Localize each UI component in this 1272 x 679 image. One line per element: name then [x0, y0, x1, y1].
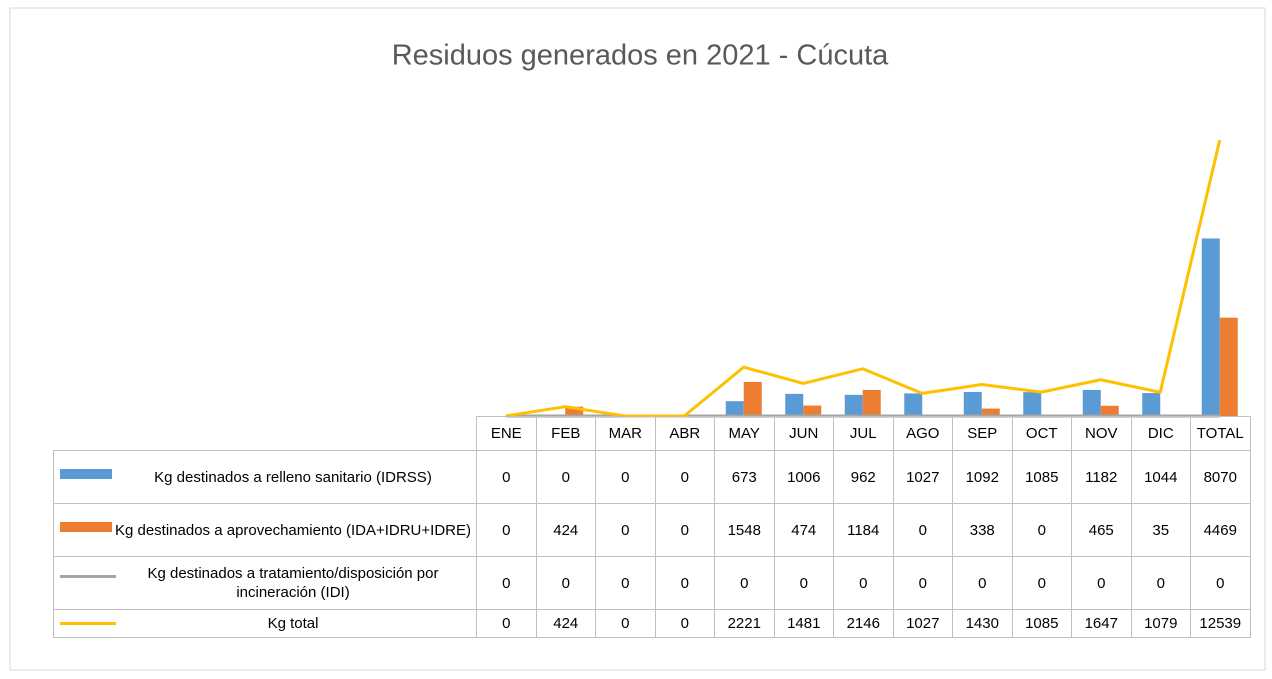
table-value: 8070	[1190, 450, 1251, 504]
bar	[1142, 393, 1161, 416]
table-value: 2221	[714, 609, 775, 638]
series-label: Kg destinados a relleno sanitario (IDRSS…	[53, 450, 477, 504]
column-header: AGO	[892, 416, 953, 451]
chart-title: Residuos generados en 2021 - Cúcuta	[392, 40, 889, 72]
column-header: TOTAL	[1190, 416, 1251, 451]
bar	[803, 405, 822, 416]
bar	[1100, 405, 1119, 416]
table-value: 0	[476, 556, 537, 610]
column-header: ENE	[476, 416, 537, 451]
table-value: 0	[892, 556, 953, 610]
column-header: NOV	[1071, 416, 1132, 451]
legend-label: Kg destinados a tratamiento/disposición …	[147, 565, 439, 601]
table-value: 0	[535, 450, 596, 504]
table-value: 1044	[1130, 450, 1191, 504]
table-value: 1092	[952, 450, 1013, 504]
table-value: 1182	[1071, 450, 1132, 504]
bar	[904, 393, 923, 416]
column-header: MAR	[595, 416, 656, 451]
bar	[963, 391, 982, 416]
bar	[725, 401, 744, 416]
column-header: JUN	[773, 416, 834, 451]
table-value: 1184	[833, 503, 894, 557]
bar	[565, 406, 584, 416]
column-header: ABR	[654, 416, 715, 451]
table-value: 0	[476, 609, 537, 638]
legend-label: Kg total	[267, 615, 319, 632]
legend-key	[60, 522, 112, 532]
table-value: 1006	[773, 450, 834, 504]
bar	[1219, 317, 1238, 416]
table-value: 1027	[892, 609, 953, 638]
table-value: 0	[654, 450, 715, 504]
table-value: 0	[476, 450, 537, 504]
table-value: 338	[952, 503, 1013, 557]
table-value: 1647	[1071, 609, 1132, 638]
table-value: 0	[535, 556, 596, 610]
table-value: 673	[714, 450, 775, 504]
bar	[743, 381, 762, 416]
table-value: 0	[595, 609, 656, 638]
table-value: 0	[1011, 556, 1072, 610]
table-value: 1481	[773, 609, 834, 638]
legend-key	[60, 575, 116, 578]
table-value: 0	[654, 556, 715, 610]
table-value: 1085	[1011, 609, 1072, 638]
table-value: 0	[892, 503, 953, 557]
legend-key	[60, 621, 116, 625]
bar	[862, 389, 881, 416]
table-value: 0	[654, 609, 715, 638]
table-value: 424	[535, 503, 596, 557]
table-value: 0	[595, 556, 656, 610]
legend-key	[60, 469, 112, 479]
series-label: Kg total	[53, 609, 477, 638]
table-value: 0	[833, 556, 894, 610]
bar	[1023, 392, 1042, 416]
table-value: 0	[1011, 503, 1072, 557]
column-header: DIC	[1130, 416, 1191, 451]
column-header: SEP	[952, 416, 1013, 451]
table-value: 0	[1190, 556, 1251, 610]
table-value: 0	[773, 556, 834, 610]
table-value: 1079	[1130, 609, 1191, 638]
table-value: 2146	[833, 609, 894, 638]
bar	[844, 394, 863, 416]
table-value: 1548	[714, 503, 775, 557]
column-header: OCT	[1011, 416, 1072, 451]
table-value: 12539	[1190, 609, 1251, 638]
table-value: 424	[535, 609, 596, 638]
table-value: 0	[654, 503, 715, 557]
table-value: 35	[1130, 503, 1191, 557]
table-value: 0	[1130, 556, 1191, 610]
column-header: MAY	[714, 416, 775, 451]
table-value: 465	[1071, 503, 1132, 557]
table-value: 0	[476, 503, 537, 557]
column-header: JUL	[833, 416, 894, 451]
bar	[981, 408, 1000, 416]
legend-label: Kg destinados a relleno sanitario (IDRSS…	[154, 468, 432, 486]
table-value: 0	[952, 556, 1013, 610]
table-value: 0	[714, 556, 775, 610]
table-value: 1085	[1011, 450, 1072, 504]
table-value: 474	[773, 503, 834, 557]
bar	[1082, 389, 1101, 416]
series-label: Kg destinados a aprovechamiento (IDA+IDR…	[53, 503, 477, 557]
bar	[1201, 238, 1220, 416]
table-value: 1430	[952, 609, 1013, 638]
table-value: 0	[1071, 556, 1132, 610]
chart-border	[9, 7, 1266, 671]
table-value: 0	[595, 503, 656, 557]
table-value: 4469	[1190, 503, 1251, 557]
table-value: 0	[595, 450, 656, 504]
legend-label: Kg destinados a aprovechamiento (IDA+IDR…	[114, 521, 471, 539]
table-value: 1027	[892, 450, 953, 504]
series-label: Kg destinados a tratamiento/disposición …	[53, 556, 477, 610]
bar	[785, 393, 804, 416]
column-header: FEB	[535, 416, 596, 451]
table-value: 962	[833, 450, 894, 504]
